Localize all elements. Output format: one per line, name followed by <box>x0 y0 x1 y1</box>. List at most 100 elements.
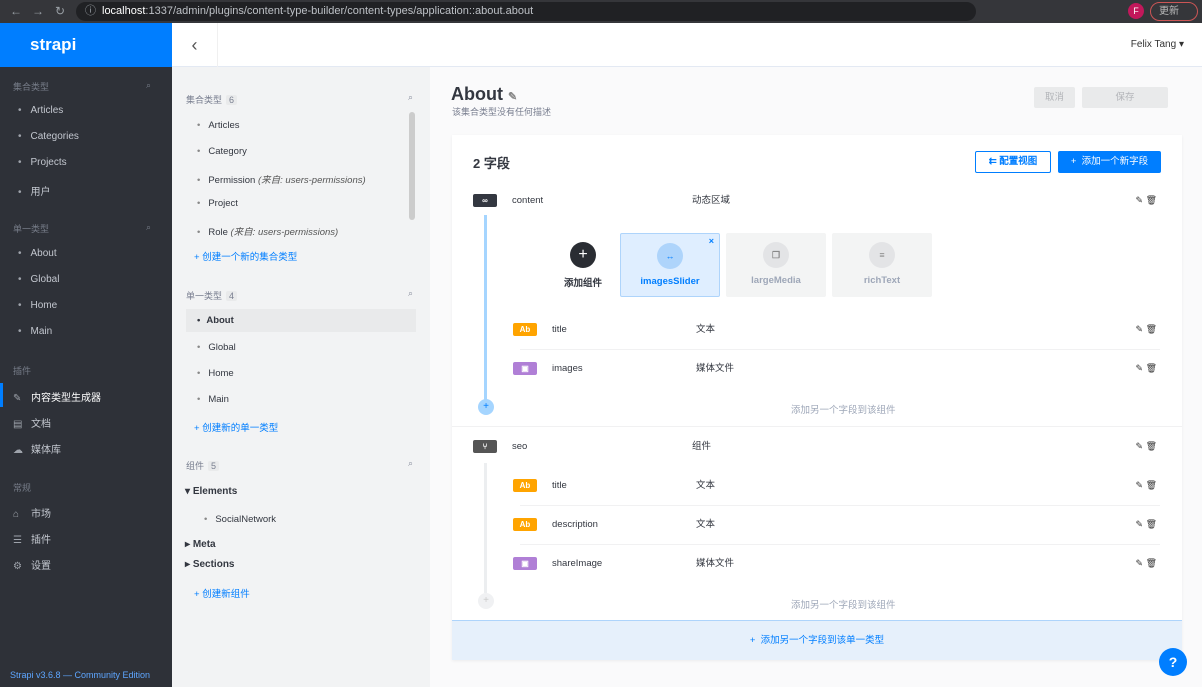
list-item[interactable]: Home <box>197 368 233 379</box>
create-single-type-link[interactable]: + 创建新的单一类型 <box>194 423 279 434</box>
group-elements[interactable]: ▾ Elements <box>185 486 238 497</box>
top-header: ‹ Felix Tang ▾ <box>172 23 1202 67</box>
text-field-icon: Ab <box>513 518 537 531</box>
divider <box>452 426 1182 427</box>
browser-toolbar: ← → ↻ ⓘ localhost:1337/admin/plugins/cont… <box>0 0 1202 23</box>
menu-item[interactable]: About <box>18 248 57 259</box>
create-component-link[interactable]: + 创建新组件 <box>194 589 250 600</box>
help-button[interactable]: ? <box>1159 648 1187 676</box>
back-arrow-icon[interactable]: ← <box>10 4 22 18</box>
search-icon[interactable]: ⌕ <box>408 288 414 298</box>
book-icon: ▤ <box>13 419 23 430</box>
menu-item[interactable]: 用户 <box>18 183 51 198</box>
menu-item-documentation[interactable]: ▤ 文档 <box>13 419 51 430</box>
dynamic-zone-icon: ∞ <box>473 194 497 207</box>
edit-delete-icons[interactable]: ✎ 🗑 <box>1135 441 1157 451</box>
add-field-to-component-link[interactable]: 添加另一个字段到该组件 <box>791 405 896 416</box>
plus-icon: + <box>570 242 596 268</box>
profile-avatar[interactable]: F <box>1128 3 1144 19</box>
list-item[interactable]: Articles <box>197 120 239 131</box>
caret-down-icon: ▾ <box>1178 39 1184 50</box>
search-icon[interactable]: ⌕ <box>408 92 414 102</box>
edit-delete-icons[interactable]: ✎ 🗑 <box>1135 558 1157 568</box>
field-row: Ab title 文本 ✎ 🗑 <box>500 466 1182 505</box>
menu-item[interactable]: Projects <box>18 157 67 168</box>
scrollbar[interactable] <box>409 112 415 220</box>
left-menu: strapi 集合类型 ⌕ Articles Categories Projec… <box>0 23 172 687</box>
edit-delete-icons[interactable]: ✎ 🗑 <box>1135 519 1157 529</box>
fields-card: 2 字段 ⇇ 配置视图 + 添加一个新字段 ∞ content 动态区域 ✎ 🗑… <box>452 135 1182 660</box>
menu-item-plugins[interactable]: ☰ 插件 <box>13 535 51 546</box>
user-menu[interactable]: Felix Tang ▾ <box>1130 39 1184 50</box>
list-item[interactable]: Permission (来自: users-permissions) <box>197 172 365 186</box>
media-field-icon: ▣ <box>513 557 537 570</box>
list-item[interactable]: Main <box>197 394 229 405</box>
basket-icon: ⌂ <box>13 509 20 520</box>
back-chevron-icon[interactable]: ‹ <box>172 23 218 67</box>
field-row: Ab title 文本 ✎ 🗑 <box>500 310 1182 349</box>
add-field-to-component-link[interactable]: 添加另一个字段到该组件 <box>791 600 896 611</box>
add-component-button[interactable]: + 添加组件 <box>543 233 623 289</box>
add-nested-field-plus[interactable]: + <box>478 399 494 415</box>
add-nested-field-plus[interactable]: + <box>478 593 494 609</box>
component-icon: ⑂ <box>473 440 497 453</box>
configure-view-button[interactable]: ⇇ 配置视图 <box>975 151 1051 173</box>
page-title: About ✎ <box>451 84 518 104</box>
list-item[interactable]: Role (来自: users-permissions) <box>197 224 338 238</box>
menu-item[interactable]: Articles <box>18 105 64 116</box>
edit-delete-icons[interactable]: ✎ 🗑 <box>1135 324 1157 334</box>
field-row-seo: ⑂ seo 组件 ✎ 🗑 <box>452 427 1182 466</box>
close-icon[interactable]: × <box>708 236 714 246</box>
version-footer[interactable]: Strapi v3.6.8 — Community Edition <box>10 670 151 680</box>
section-single-types: 单一类型 <box>13 224 50 234</box>
list-item[interactable]: Global <box>197 342 235 353</box>
page-description: 该集合类型没有任何描述 <box>452 107 552 117</box>
divider <box>520 505 1160 506</box>
tree-line <box>484 215 487 405</box>
menu-item[interactable]: Main <box>18 326 53 337</box>
menu-item-marketplace[interactable]: ⌂ 市场 <box>13 509 51 520</box>
single-types-heading: 单一类型 4 <box>186 289 238 302</box>
collection-types-heading: 集合类型 6 <box>186 93 238 106</box>
text-icon: ≡ <box>869 242 895 268</box>
list-item[interactable]: SocialNetwork <box>204 514 276 525</box>
strapi-logo[interactable]: strapi <box>0 23 172 67</box>
menu-item[interactable]: Home <box>18 300 58 311</box>
reload-icon[interactable]: ↻ <box>55 4 66 18</box>
component-imagesSlider[interactable]: × ↔ imagesSlider <box>620 233 720 297</box>
cancel-button[interactable]: 取消 <box>1034 87 1075 108</box>
media-field-icon: ▣ <box>513 362 537 375</box>
field-count: 2 字段 <box>473 156 510 171</box>
field-row: ▣ images 媒体文件 ✎ 🗑 <box>500 349 1182 388</box>
list-item[interactable]: Category <box>197 146 247 157</box>
list-item[interactable]: Project <box>197 198 238 209</box>
update-button[interactable]: 更新 <box>1150 2 1198 21</box>
address-bar[interactable]: ⓘ localhost:1337/admin/plugins/content-ty… <box>76 2 976 21</box>
edit-delete-icons[interactable]: ✎ 🗑 <box>1135 363 1157 373</box>
group-meta[interactable]: ▸ Meta <box>185 539 216 550</box>
add-field-button[interactable]: + 添加一个新字段 <box>1058 151 1161 173</box>
search-icon[interactable]: ⌕ <box>408 458 414 468</box>
edit-delete-icons[interactable]: ✎ 🗑 <box>1135 195 1157 205</box>
add-field-to-single-type-button[interactable]: + 添加另一个字段到该单一类型 <box>452 620 1182 660</box>
menu-item-content-type-builder[interactable]: ✎ 内容类型生成器 <box>13 393 101 404</box>
section-general: 常规 <box>13 483 32 493</box>
menu-item[interactable]: Global <box>18 274 60 285</box>
component-richText[interactable]: ≡ richText <box>832 233 932 297</box>
menu-item[interactable]: Categories <box>18 131 79 142</box>
list-item-active[interactable]: About <box>186 309 416 332</box>
search-icon[interactable]: ⌕ <box>146 80 152 90</box>
search-icon[interactable]: ⌕ <box>146 222 152 232</box>
menu-item-media-library[interactable]: ☁ 媒体库 <box>13 445 61 456</box>
tree-line <box>484 463 487 593</box>
component-largeMedia[interactable]: ❐ largeMedia <box>726 233 826 297</box>
create-collection-type-link[interactable]: + 创建一个新的集合类型 <box>194 252 298 263</box>
edit-delete-icons[interactable]: ✎ 🗑 <box>1135 480 1157 490</box>
save-button[interactable]: 保存 <box>1082 87 1168 108</box>
pencil-icon[interactable]: ✎ <box>508 91 518 103</box>
menu-item-settings[interactable]: ⚙ 设置 <box>13 561 51 572</box>
group-sections[interactable]: ▸ Sections <box>185 559 235 570</box>
forward-arrow-icon[interactable]: → <box>32 4 44 18</box>
images-icon: ❐ <box>763 242 789 268</box>
